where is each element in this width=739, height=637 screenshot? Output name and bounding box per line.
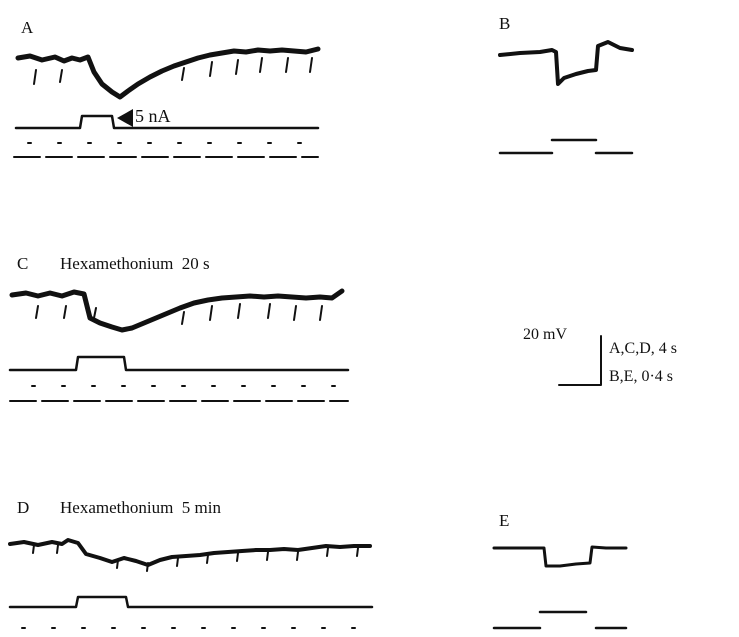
panel-c-traces [8,288,350,402]
panel-e-current-monitor [492,610,628,630]
panel-b-traces [498,40,634,155]
panel-a-spikes [33,57,313,85]
panel-d-letter: D [17,498,30,517]
panel-d-condition: Hexamethonium 5 min [60,498,222,517]
panel-d-voltage-trace [8,538,372,567]
panel-c-letter: C [17,254,29,273]
panel-c-spikes [35,303,323,325]
panel-e-traces [492,545,628,630]
panel-d-spikes [32,544,359,572]
panel-a-current-label: 5 nA [135,106,171,126]
panel-c-current-monitor [8,355,350,372]
panel-e-voltage-trace [492,545,628,568]
scale-bar-lines [558,335,602,386]
panel-d-traces [8,538,374,629]
panel-b-current-monitor [498,138,634,155]
panel-c-voltage-trace [9,288,345,333]
panel-a-current-monitor [14,114,320,130]
panel-e-letter: E [499,511,510,530]
scale-bar-time-acd-label: A,C,D, 4 s [609,340,678,357]
panel-a-letter: A [21,18,34,37]
scale-bar-time-be-label: B,E, 0·4 s [609,368,673,385]
panel-a-voltage-trace [15,46,321,100]
panel-b-letter: B [499,14,511,33]
panel-a-current-arrow-icon [117,109,133,127]
panel-a-traces [13,46,321,158]
scale-bar [558,335,602,386]
panel-b-voltage-trace [498,40,634,86]
panel-d-current-monitor [8,595,374,609]
panel-c-condition: Hexamethonium 20 s [60,254,210,273]
scale-bar-voltage-label: 20 mV [523,326,567,343]
